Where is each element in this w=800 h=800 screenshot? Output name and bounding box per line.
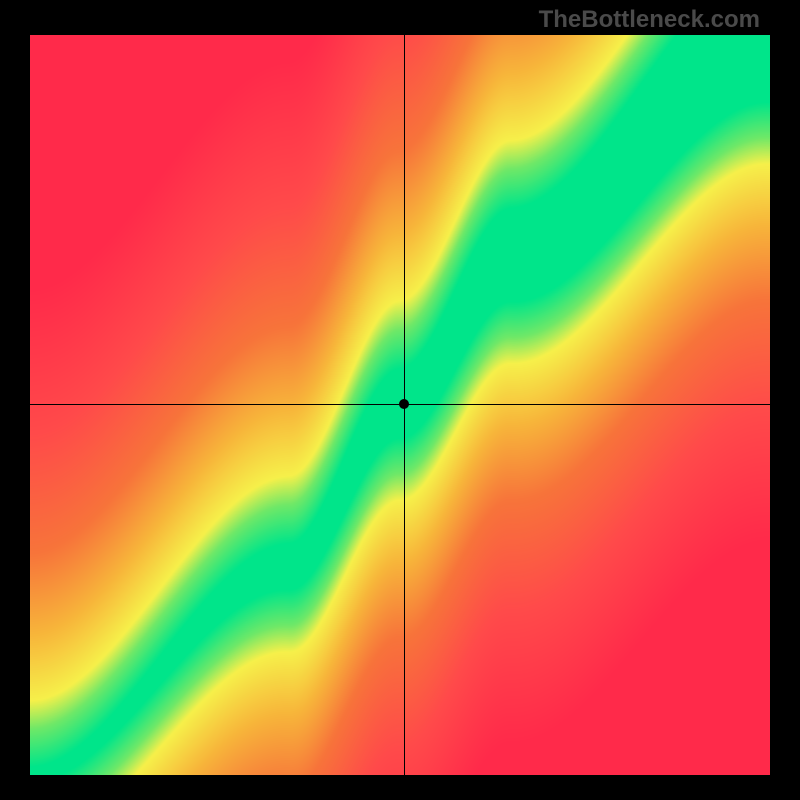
bottleneck-heatmap bbox=[30, 35, 770, 775]
watermark-text: TheBottleneck.com bbox=[539, 6, 760, 34]
crosshair-marker bbox=[399, 399, 409, 409]
